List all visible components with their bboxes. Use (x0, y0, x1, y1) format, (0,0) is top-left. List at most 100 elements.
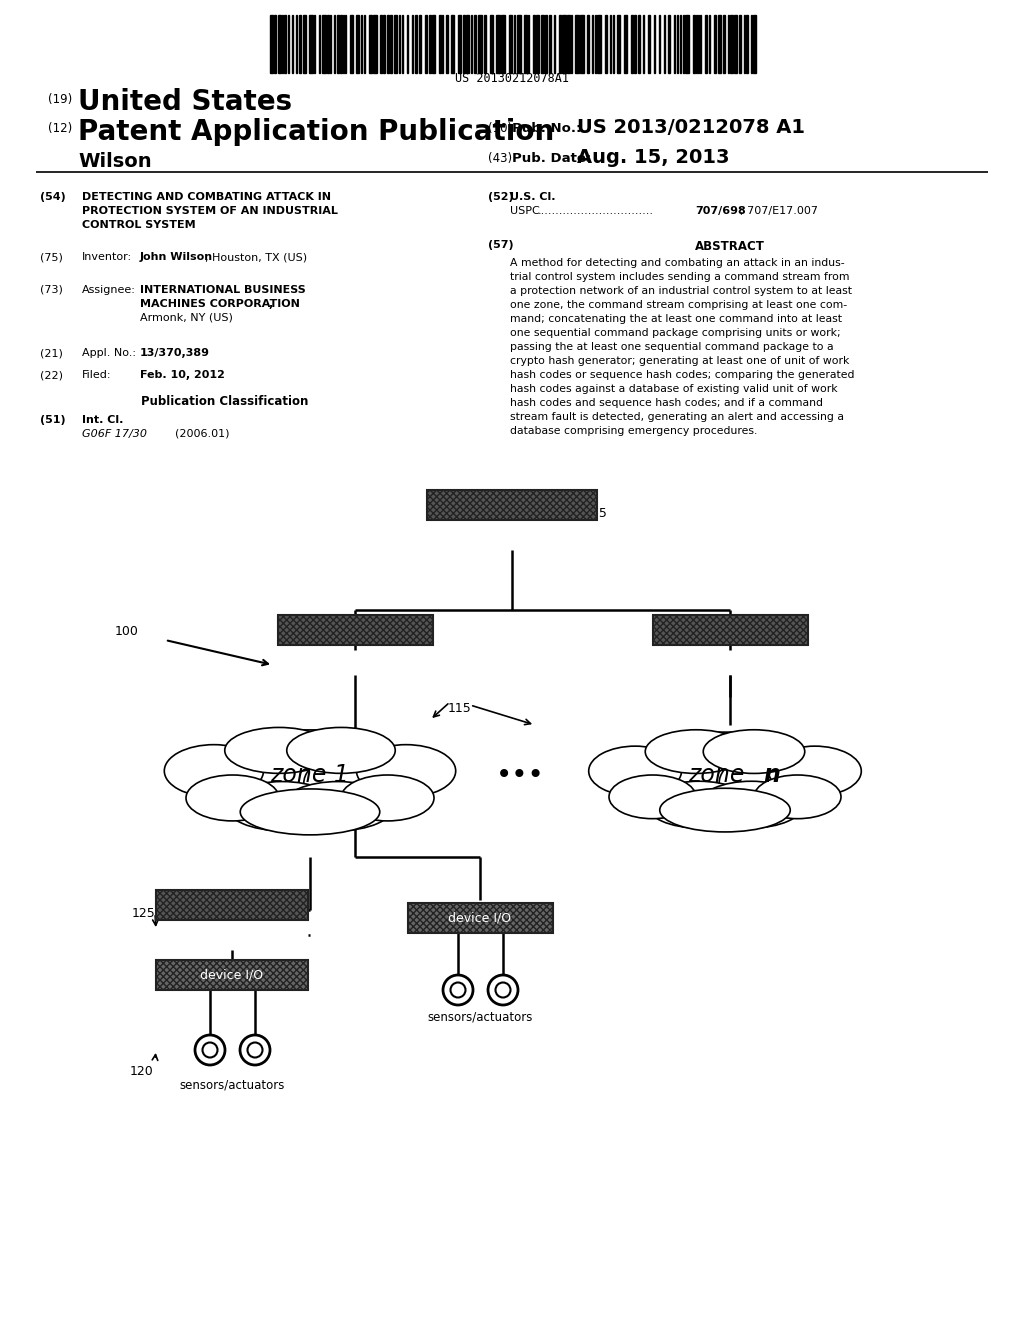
Text: A method for detecting and combating an attack in an indus-: A method for detecting and combating an … (510, 257, 845, 268)
Circle shape (203, 1043, 217, 1057)
Text: Filed:: Filed: (82, 370, 112, 380)
Text: (52): (52) (488, 191, 514, 202)
Text: 707/698: 707/698 (695, 206, 745, 216)
Text: (19): (19) (48, 92, 73, 106)
Ellipse shape (164, 744, 263, 797)
Text: Assignee:: Assignee: (82, 285, 136, 294)
Text: CONTROL SYSTEM: CONTROL SYSTEM (82, 220, 196, 230)
Bar (369, 15, 372, 73)
Ellipse shape (703, 730, 805, 774)
Text: device I/O: device I/O (449, 912, 512, 924)
Text: INTERNATIONAL BUSINESS: INTERNATIONAL BUSINESS (140, 285, 306, 294)
Text: (54): (54) (40, 191, 66, 202)
Text: one sequential command package comprising units or work;: one sequential command package comprisin… (510, 327, 841, 338)
Ellipse shape (226, 781, 338, 830)
Bar (270, 15, 273, 73)
Bar (458, 15, 461, 73)
Bar (274, 15, 276, 73)
Ellipse shape (754, 775, 841, 818)
Bar (685, 15, 689, 73)
Bar (605, 15, 607, 73)
Bar (496, 15, 500, 73)
Circle shape (195, 1035, 225, 1065)
Bar (541, 15, 544, 73)
Bar (299, 15, 301, 73)
Bar (383, 15, 385, 73)
Text: 120: 120 (130, 1065, 154, 1078)
Ellipse shape (647, 781, 751, 828)
Ellipse shape (186, 748, 316, 817)
Bar (432, 15, 435, 73)
Text: mand; concatenating the at least one command into at least: mand; concatenating the at least one com… (510, 314, 842, 323)
Ellipse shape (638, 733, 812, 818)
Text: one zone, the command stream comprising at least one com-: one zone, the command stream comprising … (510, 300, 847, 310)
Text: 13/370,389: 13/370,389 (140, 348, 210, 358)
Bar (693, 15, 695, 73)
Ellipse shape (304, 748, 434, 817)
Bar (390, 15, 392, 73)
Text: John Wilson: John Wilson (140, 252, 213, 261)
Text: (22): (22) (40, 370, 63, 380)
Text: zone 1: zone 1 (270, 763, 349, 787)
Bar (466, 15, 469, 73)
Text: Appl. No.:: Appl. No.: (82, 348, 136, 358)
Bar (439, 15, 441, 73)
Bar (746, 15, 748, 73)
Bar (734, 15, 737, 73)
Ellipse shape (609, 775, 696, 818)
Bar (509, 15, 512, 73)
Bar (446, 15, 449, 73)
Bar (753, 15, 756, 73)
Text: database comprising emergency procedures.: database comprising emergency procedures… (510, 426, 758, 436)
Bar (536, 15, 539, 73)
Bar (549, 15, 551, 73)
Bar (638, 15, 640, 73)
Bar (597, 15, 601, 73)
Bar (559, 15, 561, 73)
Text: G06F 17/30: G06F 17/30 (82, 429, 147, 440)
Bar (278, 15, 281, 73)
Bar (380, 15, 382, 73)
Text: (2006.01): (2006.01) (175, 429, 229, 440)
Bar (156, 960, 308, 990)
Bar (337, 15, 339, 73)
Text: US 20130212078A1: US 20130212078A1 (455, 73, 569, 84)
Text: 110: 110 (370, 618, 394, 631)
Bar (425, 15, 427, 73)
Bar (309, 15, 313, 73)
Text: hash codes or sequence hash codes; comparing the generated: hash codes or sequence hash codes; compa… (510, 370, 854, 380)
Bar (156, 890, 308, 920)
Text: ,: , (268, 300, 272, 309)
Ellipse shape (287, 727, 395, 774)
Bar (322, 15, 326, 73)
Text: n: n (763, 763, 780, 787)
Bar (478, 15, 482, 73)
Text: Feb. 10, 2012: Feb. 10, 2012 (140, 370, 225, 380)
Ellipse shape (719, 750, 841, 816)
Text: Inventor:: Inventor: (82, 252, 132, 261)
Bar (415, 15, 417, 73)
Text: , Houston, TX (US): , Houston, TX (US) (205, 252, 307, 261)
Ellipse shape (645, 730, 746, 774)
Text: (10): (10) (488, 121, 512, 135)
Text: ICS controller: ICS controller (465, 528, 559, 543)
Text: United States: United States (78, 88, 292, 116)
Ellipse shape (589, 746, 682, 796)
Bar (501, 15, 505, 73)
Bar (634, 15, 636, 73)
Bar (652, 615, 808, 645)
Text: 105: 105 (584, 507, 608, 520)
Ellipse shape (609, 750, 731, 816)
Text: U.S. Cl.: U.S. Cl. (510, 191, 555, 202)
Bar (705, 15, 707, 73)
Text: •••: ••• (496, 762, 545, 789)
Bar (427, 490, 597, 520)
Text: USPC: USPC (510, 206, 540, 216)
Text: crypto hash generator; generating at least one of unit of work: crypto hash generator; generating at lea… (510, 356, 849, 366)
Bar (648, 15, 650, 73)
Circle shape (240, 1035, 270, 1065)
Bar (394, 15, 397, 73)
Ellipse shape (341, 775, 434, 821)
Text: (73): (73) (40, 285, 62, 294)
Circle shape (443, 975, 473, 1005)
